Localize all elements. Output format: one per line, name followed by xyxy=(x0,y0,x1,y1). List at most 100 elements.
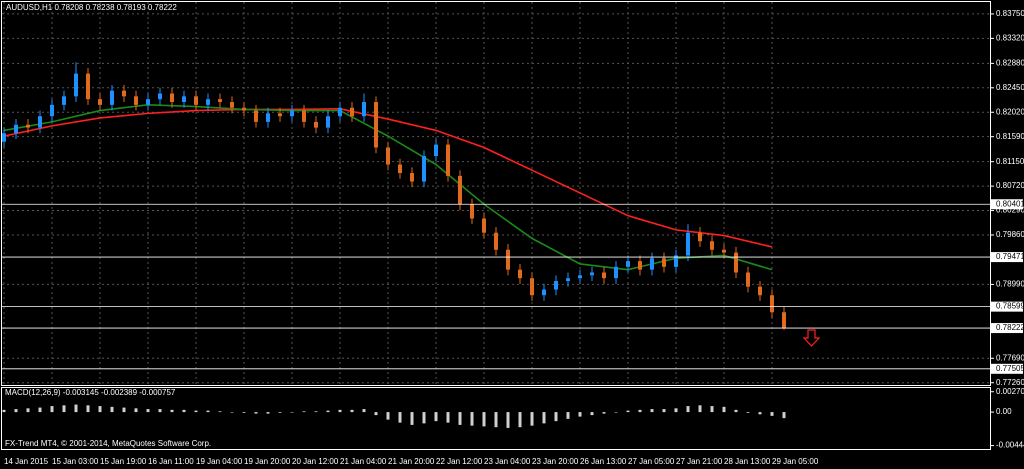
candle-body xyxy=(98,99,102,105)
x-tick-label: 29 Jan 05:00 xyxy=(772,457,819,466)
level-label: 0.79471 xyxy=(996,252,1024,261)
moving-average xyxy=(3,108,773,248)
candle-body xyxy=(698,232,702,242)
chart-title: AUDUSD,H1 0.78208 0.78238 0.78193 0.7822… xyxy=(6,3,177,12)
macd-bar xyxy=(50,406,54,413)
candle-body xyxy=(614,266,618,279)
macd-bar xyxy=(566,412,570,419)
macd-bar xyxy=(626,410,630,413)
macd-bar xyxy=(2,409,6,413)
macd-bar xyxy=(14,409,18,413)
macd-bar xyxy=(398,412,402,423)
macd-bar xyxy=(110,406,114,413)
y-tick-label: 0.80290 xyxy=(996,206,1024,215)
candle-body xyxy=(650,258,654,270)
candle-body xyxy=(122,90,126,97)
x-tick-label: 20 Jan 12:00 xyxy=(292,457,339,466)
x-tick-label: 27 Jan 21:00 xyxy=(676,457,723,466)
candle-body xyxy=(674,255,678,267)
macd-bar xyxy=(38,407,42,413)
candle-body xyxy=(602,272,606,279)
macd-bar xyxy=(554,412,558,422)
macd-bar xyxy=(242,412,246,413)
candle-body xyxy=(518,269,522,279)
x-tick-label: 16 Jan 11:00 xyxy=(148,457,194,466)
macd-bar xyxy=(218,411,222,413)
macd-bar xyxy=(182,409,186,413)
macd-bar xyxy=(614,412,618,413)
macd-bar xyxy=(770,412,774,416)
y-tick-label: 0.82020 xyxy=(996,107,1024,116)
candle-body xyxy=(86,73,90,100)
macd-bar xyxy=(470,412,474,426)
macd-tick-label: 0.002704 xyxy=(996,387,1024,396)
candle-body xyxy=(662,258,666,267)
macd-bar xyxy=(98,406,102,413)
moving-average xyxy=(3,104,773,271)
candle-body xyxy=(362,102,366,117)
candle-body xyxy=(422,155,426,182)
x-tick-label: 19 Jan 20:00 xyxy=(244,457,291,466)
level-label: 0.78222 xyxy=(996,323,1024,332)
candle-body xyxy=(170,93,174,103)
macd-bar xyxy=(302,411,306,413)
macd-bar xyxy=(422,412,426,424)
y-tick-label: 0.82880 xyxy=(996,58,1024,67)
macd-title: MACD(12,26,9) -0.003145 -0.002389 -0.000… xyxy=(5,388,176,397)
candle-body xyxy=(134,96,138,105)
macd-bar xyxy=(374,412,378,416)
candle-body xyxy=(458,175,462,205)
macd-bar xyxy=(254,412,258,414)
y-tick-label: 0.83750 xyxy=(996,9,1024,18)
candle-body xyxy=(710,241,714,250)
candle-body xyxy=(566,278,570,282)
macd-bar xyxy=(350,409,354,413)
candle-body xyxy=(158,93,162,100)
macd-bar xyxy=(134,408,138,413)
candle-body xyxy=(470,204,474,219)
footer: FX-Trend MT4, © 2001-2014, MetaQuotes So… xyxy=(5,439,211,448)
macd-tick-label: -0.004444 xyxy=(996,441,1024,450)
candle-body xyxy=(182,96,186,103)
macd-bar xyxy=(170,409,174,413)
macd-bar xyxy=(782,412,786,419)
level-label: 0.78599 xyxy=(996,302,1024,311)
x-tick-label: 23 Jan 20:00 xyxy=(532,457,579,466)
candle-body xyxy=(746,272,750,287)
macd-bar xyxy=(722,406,726,413)
candle-body xyxy=(638,261,642,270)
macd-bar xyxy=(158,409,162,413)
macd-bar xyxy=(278,412,282,413)
candle-body xyxy=(302,110,306,122)
macd-bar xyxy=(290,412,294,413)
macd-bar xyxy=(146,409,150,413)
candle-body xyxy=(146,99,150,105)
y-tick-label: 0.83320 xyxy=(996,33,1024,42)
y-tick-label: 0.78990 xyxy=(996,280,1024,289)
candle-body xyxy=(62,96,66,105)
candle-body xyxy=(74,73,78,97)
candle-body xyxy=(434,144,438,156)
candle-body xyxy=(398,164,402,174)
macd-bar xyxy=(386,412,390,420)
level-label: 0.77505 xyxy=(996,364,1024,373)
y-tick-label: 0.81590 xyxy=(996,132,1024,141)
x-tick-label: 28 Jan 13:00 xyxy=(724,457,771,466)
sell-arrow xyxy=(802,329,821,347)
x-tick-label: 22 Jan 12:00 xyxy=(436,457,483,466)
macd-bar xyxy=(482,412,486,427)
level-box xyxy=(991,252,1023,263)
main-frame xyxy=(1,1,991,386)
candle-body xyxy=(590,272,594,276)
candle-body xyxy=(266,113,270,122)
candle-body xyxy=(506,249,510,270)
y-tick-label: 0.81150 xyxy=(996,157,1024,166)
macd-bar xyxy=(746,412,750,413)
candle-body xyxy=(782,312,786,329)
candle-body xyxy=(770,295,774,313)
y-tick-label: 0.77690 xyxy=(996,353,1024,362)
macd-bar xyxy=(266,412,270,414)
candle-body xyxy=(14,124,18,134)
x-tick-label: 19 Jan 04:00 xyxy=(196,457,243,466)
